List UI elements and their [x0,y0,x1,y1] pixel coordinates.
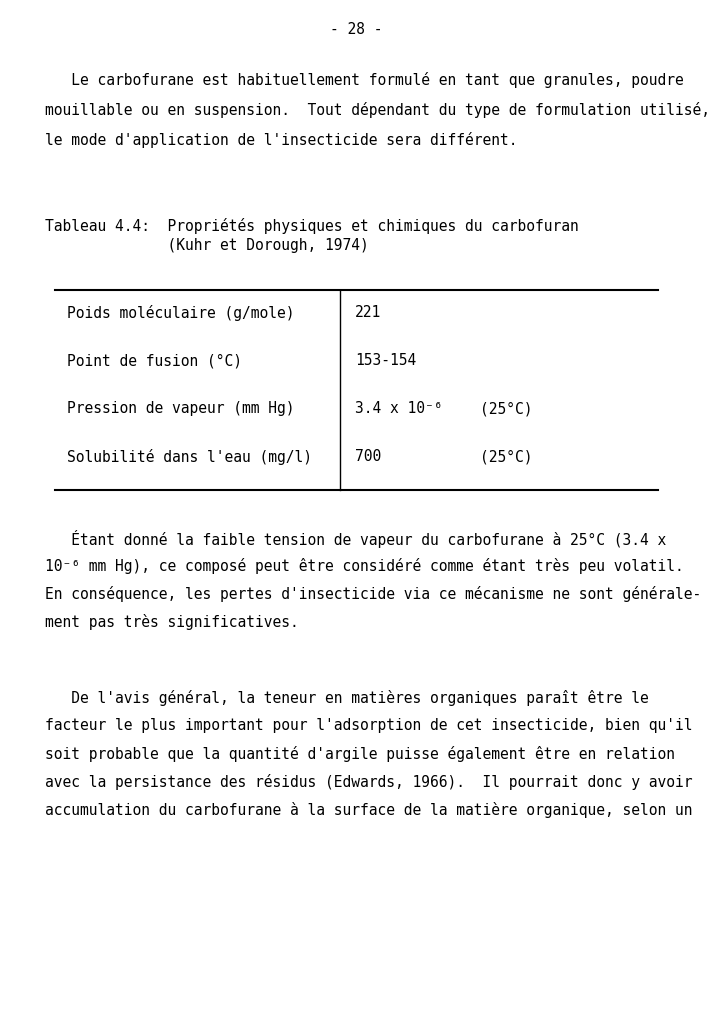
Text: (25°C): (25°C) [480,449,533,464]
Text: 10⁻⁶ mm Hg), ce composé peut être considéré comme étant très peu volatil.: 10⁻⁶ mm Hg), ce composé peut être consid… [45,558,684,574]
Text: mouillable ou en suspension.  Tout dépendant du type de formulation utilisé,: mouillable ou en suspension. Tout dépend… [45,102,710,118]
Text: le mode d'application de l'insecticide sera différent.: le mode d'application de l'insecticide s… [45,132,518,148]
Text: (25°C): (25°C) [480,401,533,416]
Text: 221: 221 [355,305,381,320]
Text: avec la persistance des résidus (Edwards, 1966).  Il pourrait donc y avoir: avec la persistance des résidus (Edwards… [45,774,692,790]
Text: accumulation du carbofurane à la surface de la matière organique, selon un: accumulation du carbofurane à la surface… [45,802,692,818]
Text: Le carbofurane est habituellement formulé en tant que granules, poudre: Le carbofurane est habituellement formul… [45,72,684,88]
Text: Poids moléculaire (g/mole): Poids moléculaire (g/mole) [67,305,294,321]
Text: Pression de vapeur (mm Hg): Pression de vapeur (mm Hg) [67,401,294,416]
Text: 3.4 x 10⁻⁶: 3.4 x 10⁻⁶ [355,401,443,416]
Text: En conséquence, les pertes d'insecticide via ce mécanisme ne sont générale-: En conséquence, les pertes d'insecticide… [45,586,702,602]
Text: ment pas très significatives.: ment pas très significatives. [45,614,299,630]
Text: - 28 -: - 28 - [330,22,383,37]
Text: De l'avis général, la teneur en matières organiques paraît être le: De l'avis général, la teneur en matières… [45,690,649,706]
Text: (Kuhr et Dorough, 1974): (Kuhr et Dorough, 1974) [45,238,369,253]
Text: Tableau 4.4:  Propriétés physiques et chimiques du carbofuran: Tableau 4.4: Propriétés physiques et chi… [45,218,579,234]
Text: facteur le plus important pour l'adsorption de cet insecticide, bien qu'il: facteur le plus important pour l'adsorpt… [45,718,692,733]
Text: Étant donné la faible tension de vapeur du carbofurane à 25°C (3.4 x: Étant donné la faible tension de vapeur … [45,530,666,548]
Text: Point de fusion (°C): Point de fusion (°C) [67,353,242,368]
Text: 153-154: 153-154 [355,353,416,368]
Text: Solubilité dans l'eau (mg/l): Solubilité dans l'eau (mg/l) [67,449,312,465]
Text: soit probable que la quantité d'argile puisse également être en relation: soit probable que la quantité d'argile p… [45,746,675,762]
Text: 700: 700 [355,449,381,464]
